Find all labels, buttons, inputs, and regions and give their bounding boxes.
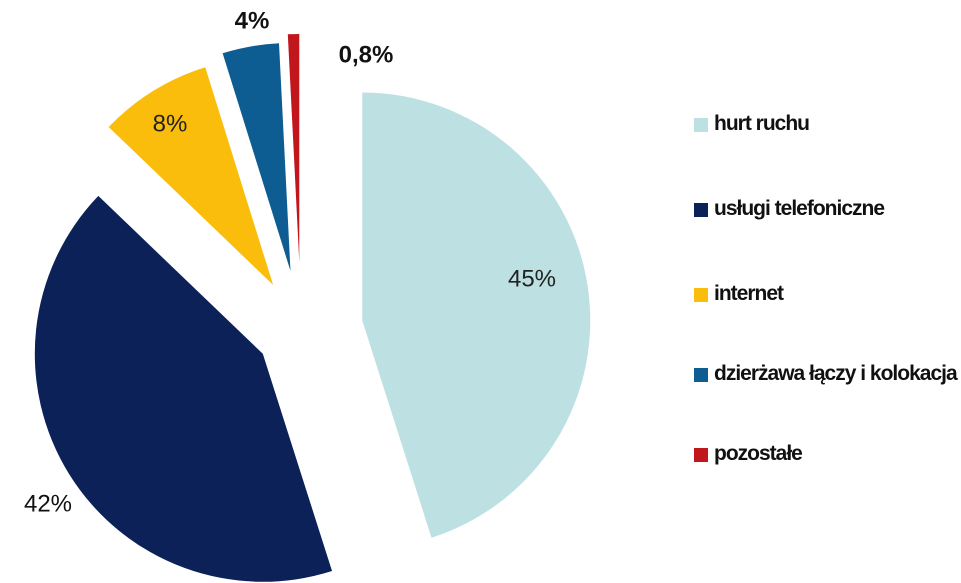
legend-item: internet: [690, 282, 961, 306]
legend-swatch: [694, 118, 708, 132]
legend-label: dzierżawa łączy i kolokacja: [714, 362, 958, 385]
data-label: 45%: [508, 265, 556, 292]
legend-label: usługi telefoniczne: [714, 197, 885, 220]
legend-item: dzierżawa łączy i kolokacja: [690, 362, 961, 386]
pie-slice: [362, 92, 591, 538]
pie-slice: [222, 43, 291, 271]
legend-swatch: [694, 288, 708, 302]
legend-label: internet: [714, 282, 784, 305]
pie: 45% 42% 8% 4% 0,8%: [24, 7, 591, 582]
data-label: 0,8%: [339, 41, 394, 68]
pie-slice: [34, 195, 333, 582]
data-label: 4%: [235, 7, 270, 34]
legend-label: hurt ruchu: [714, 112, 810, 135]
legend-label: pozostałe: [714, 442, 803, 465]
legend-item: pozostałe: [690, 442, 961, 466]
pie-slice: [287, 34, 300, 263]
legend-swatch: [694, 203, 708, 217]
pie-slice: [108, 67, 274, 285]
legend-item: usługi telefoniczne: [690, 197, 961, 221]
data-label: 8%: [153, 110, 188, 137]
legend-swatch: [694, 368, 708, 382]
legend-item: hurt ruchu: [690, 112, 961, 136]
data-label: 42%: [24, 490, 72, 517]
legend-swatch: [694, 448, 708, 462]
